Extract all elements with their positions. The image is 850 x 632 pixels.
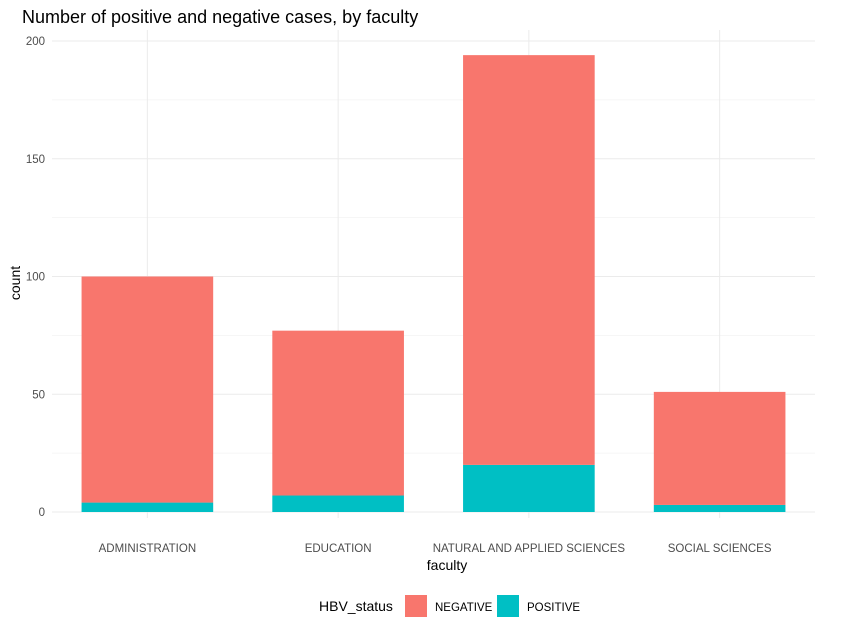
bar-negative-natural-and-applied-sciences: [463, 55, 595, 465]
legend-swatch-negative: [405, 595, 427, 617]
x-tick-label: NATURAL AND APPLIED SCIENCES: [433, 543, 626, 555]
y-tick-label: 150: [26, 154, 45, 166]
bar-negative-education: [272, 330, 404, 496]
y-tick-label: 0: [39, 507, 45, 519]
axis-layer: 0 50 100 150 200 ADMINISTRATION EDUCATION NATUR…: [26, 36, 772, 555]
x-tick-label: EDUCATION: [305, 543, 372, 555]
legend-label-negative: NEGATIVE: [435, 602, 493, 614]
bar-positive-administration: [81, 502, 214, 512]
chart-title: Number of positive and negative cases, b…: [22, 7, 418, 27]
y-tick-label: 100: [26, 272, 45, 284]
bar-positive-natural-and-applied-sciences: [463, 464, 595, 512]
y-tick-label: 200: [26, 36, 45, 48]
bars-layer: [81, 55, 786, 512]
bar-positive-education: [272, 495, 404, 512]
legend-swatch-positive: [497, 595, 519, 617]
y-tick-label: 50: [32, 389, 45, 401]
x-tick-label: SOCIAL SCIENCES: [668, 543, 772, 555]
bar-positive-social-sciences: [653, 504, 786, 512]
x-axis-title: faculty: [427, 557, 467, 573]
bar-negative-social-sciences: [653, 391, 786, 505]
y-axis-title: count: [7, 266, 23, 300]
legend-title: HBV_status: [319, 598, 393, 614]
legend: HBV_status NEGATIVE POSITIVE: [319, 595, 580, 617]
bar-negative-administration: [81, 276, 214, 503]
legend-label-positive: POSITIVE: [527, 602, 580, 614]
x-tick-label: ADMINISTRATION: [99, 543, 197, 555]
